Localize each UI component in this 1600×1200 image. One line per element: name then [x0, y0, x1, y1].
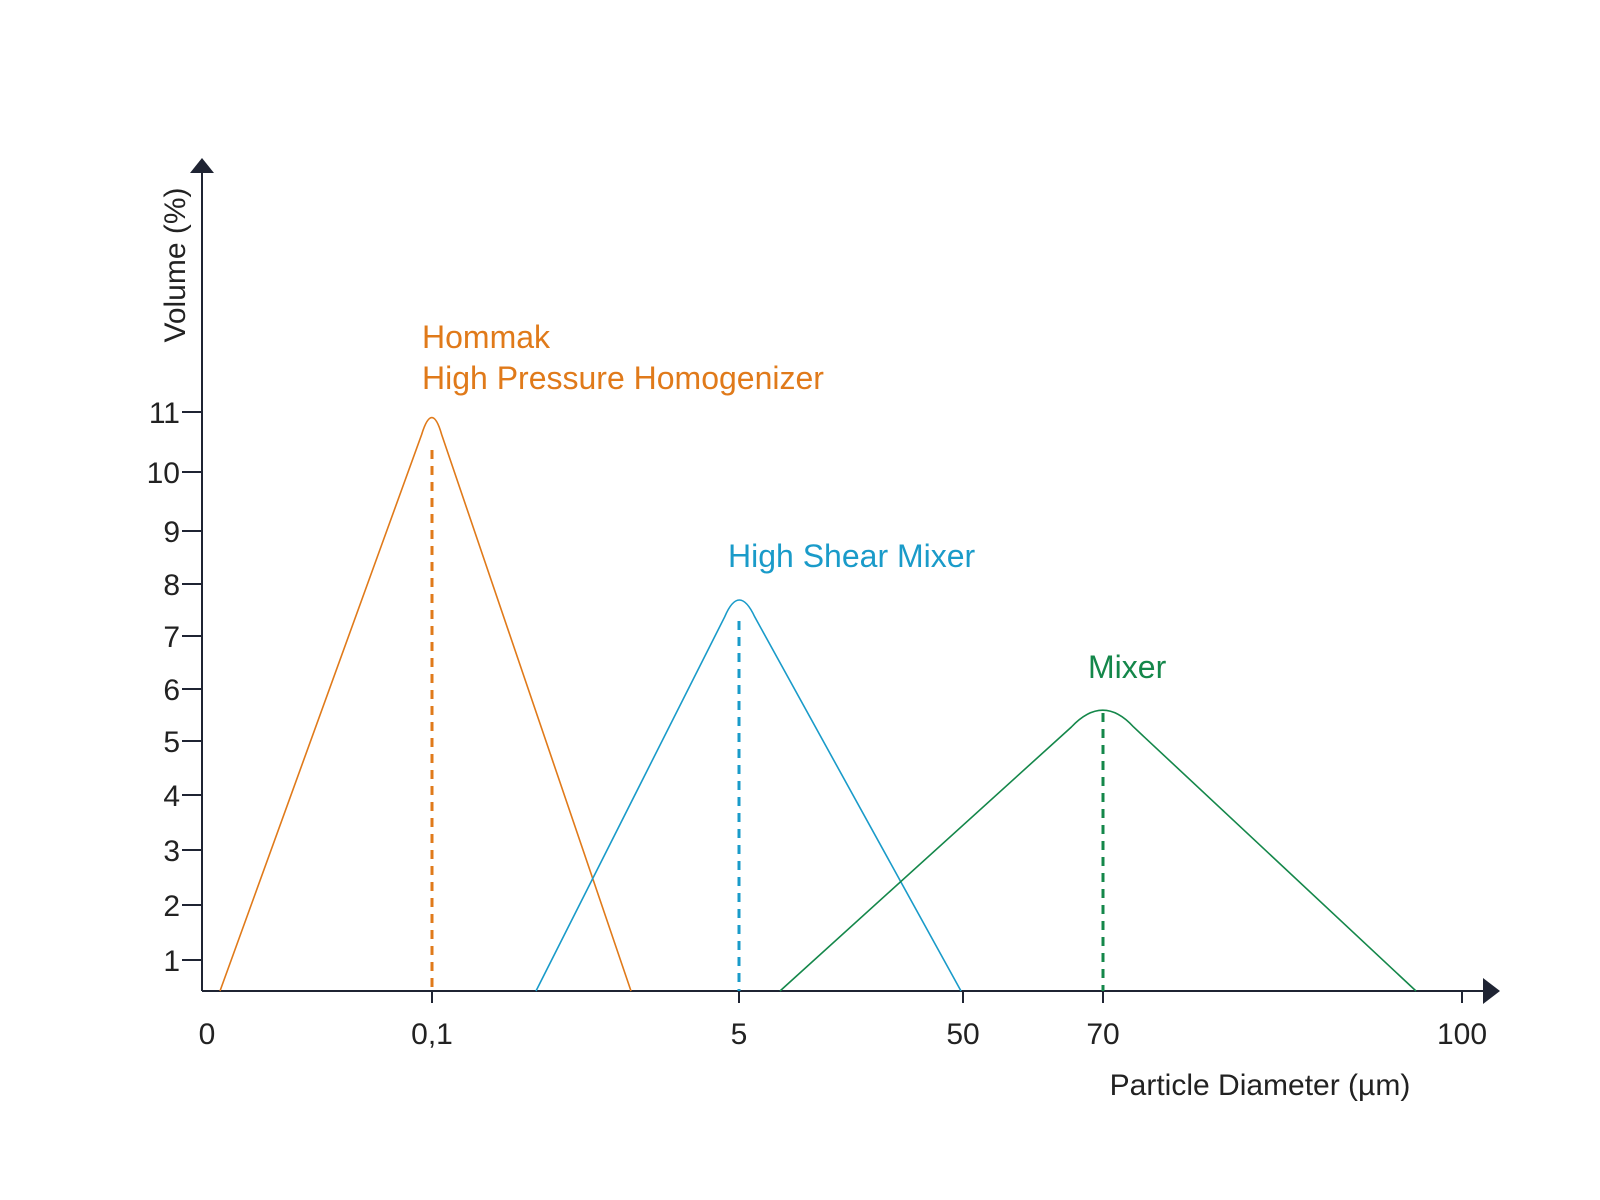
label-hommak-line-1: Hommak — [422, 319, 551, 355]
x-axis-title: Particle Diameter (µm) — [1110, 1069, 1411, 1102]
label-hommak: Hommak High Pressure Homogenizer — [422, 319, 824, 396]
y-tick-label: 6 — [163, 674, 180, 707]
x-tick-label: 70 — [1086, 1018, 1119, 1051]
y-tick-label: 7 — [163, 621, 180, 654]
label-high-shear-mixer-line-1: High Shear Mixer — [728, 538, 976, 574]
label-mixer-line-1: Mixer — [1088, 649, 1167, 685]
curve-mixer — [779, 709, 1417, 992]
y-tick-label: 3 — [163, 835, 180, 868]
x-tick-label: 100 — [1437, 1018, 1487, 1051]
curve-hommak — [219, 416, 632, 992]
y-tick-label: 4 — [163, 780, 180, 813]
x-tick-label: 0,1 — [411, 1018, 453, 1051]
label-high-shear-mixer: High Shear Mixer — [728, 538, 976, 574]
x-tick-label: 0 — [199, 1018, 216, 1051]
y-tick-label: 2 — [163, 890, 180, 923]
y-axis-arrow-icon — [190, 158, 214, 173]
y-tick-label: 10 — [147, 457, 180, 490]
curve-high-shear-mixer — [535, 599, 962, 992]
x-axis-arrow-icon — [1483, 978, 1500, 1004]
x-axis-ticks: 0 0,1 5 50 70 100 — [199, 991, 1487, 1051]
label-hommak-line-2: High Pressure Homogenizer — [422, 360, 824, 396]
y-tick-label: 5 — [163, 726, 180, 759]
y-axis-title: Volume (%) — [159, 187, 192, 342]
series-mixer: Mixer — [779, 649, 1417, 992]
y-tick-label: 8 — [163, 569, 180, 602]
series-high-shear-mixer: High Shear Mixer — [535, 538, 976, 992]
series-hommak: Hommak High Pressure Homogenizer — [219, 319, 824, 992]
label-mixer: Mixer — [1088, 649, 1167, 685]
x-tick-label: 5 — [731, 1018, 748, 1051]
x-tick-label: 50 — [946, 1018, 979, 1051]
y-tick-label: 9 — [163, 516, 180, 549]
y-tick-label: 1 — [163, 945, 180, 978]
y-tick-label: 11 — [149, 397, 180, 430]
y-axis-ticks: 1 2 3 4 5 6 7 8 9 10 11 — [147, 397, 202, 978]
